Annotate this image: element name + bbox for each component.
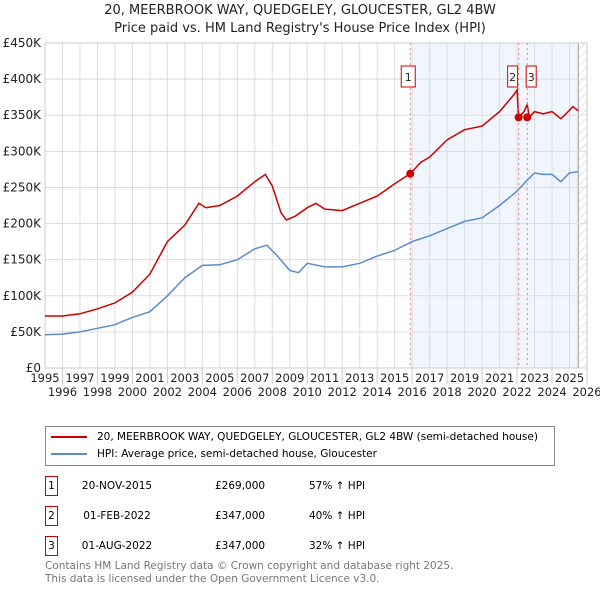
legend-property-label: 20, MEERBROOK WAY, QUEDGELEY, GLOUCESTER…	[97, 431, 538, 443]
sale-point	[514, 113, 523, 122]
hpi-line	[44, 170, 579, 336]
x-tick-label: 2009	[275, 371, 304, 385]
x-tick-label: 2014	[363, 385, 392, 399]
y-tick-label: £100K	[3, 289, 43, 303]
x-tick-label: 2007	[240, 371, 269, 385]
y-tick-label: £0	[26, 361, 41, 375]
y-tick-label: £200K	[3, 217, 43, 231]
legend-property-swatch	[51, 436, 87, 438]
y-tick-label: £150K	[3, 253, 43, 267]
transaction-row: 3 01-AUG-2022 £347,000 32% ↑ HPI	[45, 536, 445, 556]
plot-border	[44, 42, 588, 369]
property-price-line	[45, 87, 579, 317]
sale-label: 2	[509, 71, 516, 84]
x-tick-label: 2025	[555, 371, 584, 385]
x-tick-label: 2011	[310, 371, 339, 385]
sale-label-box	[507, 65, 519, 88]
transaction-date: 01-AUG-2022	[81, 540, 153, 552]
x-tick-label: 2018	[432, 385, 461, 399]
y-tick-label: £300K	[3, 144, 43, 158]
x-tick-label: 2020	[467, 385, 496, 399]
transaction-hpi: 40% ↑ HPI	[309, 510, 366, 522]
sale-point	[523, 113, 532, 122]
footer-line-1: Contains HM Land Registry data © Crown c…	[45, 560, 454, 572]
transaction-hpi: 32% ↑ HPI	[309, 540, 366, 552]
y-tick-label: £400K	[3, 72, 43, 86]
transaction-number: 1	[45, 476, 58, 496]
transaction-price: £347,000	[215, 510, 266, 522]
x-tick-label: 2023	[520, 371, 549, 385]
y-tick-label: £50K	[10, 325, 42, 339]
chart-subtitle: Price paid vs. HM Land Registry's House …	[114, 21, 486, 36]
y-tick-label: £450K	[3, 36, 43, 50]
transaction-number: 3	[45, 536, 58, 556]
x-tick-label: 2012	[328, 385, 357, 399]
sale-label-box	[400, 65, 416, 88]
x-tick-label: 2022	[502, 385, 531, 399]
x-tick-label: 2010	[293, 385, 322, 399]
transaction-hpi: 57% ↑ HPI	[309, 480, 366, 492]
price-chart: 1 2 31995199619971998199920002001200220032…	[3, 36, 600, 399]
x-tick-label: 2026	[572, 385, 600, 399]
x-tick-label: 2002	[153, 385, 182, 399]
legend-hpi-label: HPI: Average price, semi-detached house,…	[97, 448, 377, 460]
x-tick-label: 2019	[450, 371, 479, 385]
x-tick-label: 2005	[205, 371, 234, 385]
x-tick-label: 2013	[345, 371, 374, 385]
transaction-number: 2	[45, 506, 58, 526]
x-tick-label: 2004	[188, 385, 217, 399]
transaction-row: 2 01-FEB-2022 £347,000 40% ↑ HPI	[45, 506, 445, 526]
chart-title: 20, MEERBROOK WAY, QUEDGELEY, GLOUCESTER…	[104, 3, 496, 18]
x-tick-label: 2008	[258, 385, 287, 399]
x-tick-label: 1997	[65, 371, 94, 385]
sale-label: 1	[405, 71, 412, 84]
x-tick-label: 1998	[83, 385, 112, 399]
x-tick-label: 2021	[485, 371, 514, 385]
transaction-date: 01-FEB-2022	[83, 510, 151, 522]
sale-label-box	[525, 65, 537, 88]
x-tick-label: 2006	[223, 385, 252, 399]
sale-label: 3	[528, 71, 535, 84]
x-tick-label: 2017	[415, 371, 444, 385]
y-tick-label: £250K	[3, 180, 43, 194]
x-tick-label: 2000	[118, 385, 147, 399]
transaction-row: 1 20-NOV-2015 £269,000 57% ↑ HPI	[45, 476, 445, 496]
transaction-price: £347,000	[215, 540, 266, 552]
y-tick-label: £350K	[3, 108, 43, 122]
x-tick-label: 2001	[135, 371, 164, 385]
x-tick-label: 1996	[48, 385, 77, 399]
transaction-date: 20-NOV-2015	[81, 480, 153, 492]
x-tick-label: 2015	[380, 371, 409, 385]
x-tick-label: 2003	[170, 371, 199, 385]
x-tick-label: 2016	[398, 385, 427, 399]
x-tick-label: 1995	[30, 371, 59, 385]
sale-point	[406, 169, 415, 178]
footer-line-2: This data is licensed under the Open Gov…	[45, 573, 380, 585]
x-tick-label: 2024	[537, 385, 566, 399]
legend: 20, MEERBROOK WAY, QUEDGELEY, GLOUCESTER…	[45, 426, 555, 466]
x-tick-label: 1999	[100, 371, 129, 385]
footer: Contains HM Land Registry data © Crown c…	[45, 560, 453, 586]
transaction-price: £269,000	[215, 480, 266, 492]
future-hatch	[578, 43, 587, 368]
legend-hpi-swatch	[51, 453, 87, 455]
ownership-shading	[410, 43, 579, 368]
